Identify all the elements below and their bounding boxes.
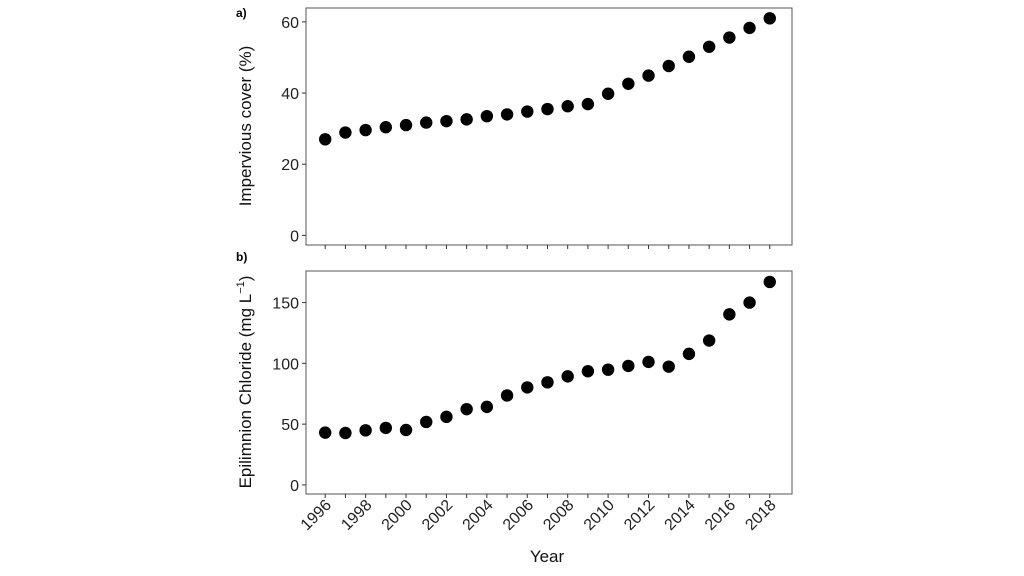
panel-a-data-point [500, 108, 514, 121]
panel-b-data-point [399, 423, 413, 437]
panel-b-x-tick-label: 2002 [419, 497, 456, 534]
panel-a-plot-frame [305, 7, 793, 246]
panel-a-data-point [359, 123, 372, 137]
panel-a-data-point [339, 126, 352, 139]
panel-b-y-axis-title-sup: −1 [235, 281, 247, 294]
panel-a-y-axis-title: Impervious cover (%) [236, 46, 255, 207]
panel-b-x-tick-label: 1996 [298, 497, 335, 534]
panel-b-data-point [379, 421, 393, 435]
panel-a-data-point [702, 40, 716, 53]
panel-b-data-point [500, 389, 514, 402]
panel-a-data-point [440, 114, 453, 128]
panel-b-x-tick-label: 2004 [459, 497, 496, 534]
panel-a-y-tick-label: 40 [281, 86, 299, 103]
panel-b-data-point [480, 400, 494, 414]
panel-b-y-tick-label: 150 [272, 296, 299, 313]
panel-b-data-point [561, 370, 574, 383]
panel-b-x-tick-label: 2000 [379, 497, 416, 534]
panel-b-x-tick-label: 2008 [540, 497, 577, 534]
panel-a-label: a) [236, 6, 247, 20]
panel-b-data-point [440, 410, 453, 424]
panel-b-x-tick-label: 2016 [702, 497, 739, 534]
panel-a-y-tick-label: 0 [290, 228, 299, 245]
panel-a-data-point [662, 59, 675, 73]
panel-a-data-point [601, 87, 615, 100]
panel-a-data-point [480, 109, 494, 123]
panel-a-data-point [561, 100, 574, 113]
panel-b-data-point [339, 426, 352, 440]
panel-b-x-tick-label: 2006 [500, 497, 537, 534]
panel-b-data-point [601, 363, 615, 376]
panel-a-data-point [763, 12, 776, 25]
panel-b-data-point [723, 308, 736, 321]
panel-b-data-point [581, 365, 595, 378]
panel-b-data-point [702, 334, 716, 347]
panel-a-y-tick-label: 60 [281, 15, 299, 32]
panel-b-data-point [763, 275, 776, 289]
panel-b-y-tick-label: 100 [272, 356, 299, 373]
panel-b-data-point [359, 424, 372, 437]
panel-a-data-point [581, 97, 595, 111]
panel-a-data-point [682, 50, 696, 63]
x-axis-title: Year [530, 547, 565, 566]
panel-b-y-axis-title-close: ) [236, 276, 255, 282]
panel-b-y-tick-label: 0 [290, 478, 299, 495]
panel-b-data-point [541, 376, 554, 389]
panel-a-data-point [642, 69, 655, 82]
panel-b-y-axis-title: Epilimnion Chloride (mg L−1) [235, 276, 255, 489]
panel-b-x-tick-label: 2010 [581, 497, 618, 534]
panel-b-data-point [318, 426, 332, 439]
panel-a-data-point [460, 113, 473, 126]
panel-b-data-point [743, 296, 756, 309]
panel-a-data-point [399, 118, 413, 132]
panels: 0 20 40 60 0 50 100 150 1996 1998 2000 2002 2004 2006… [272, 7, 793, 534]
panel-a-data-point [723, 31, 736, 44]
panel-b-data-point [642, 355, 655, 369]
panel-a-y-tick-label: 20 [281, 157, 299, 174]
panel-b-data-point [521, 381, 534, 394]
panel-b-label: b) [236, 250, 247, 264]
panel-b-data-point [622, 359, 635, 373]
panel-b-y-tick-label: 50 [281, 417, 299, 434]
panel-b-data-point [460, 402, 473, 416]
panel-b-x-tick-label: 2018 [742, 497, 779, 534]
panel-a-data-point [541, 102, 554, 116]
panel-a-data-point [521, 105, 534, 118]
panel-b-x-tick-label: 2014 [662, 497, 699, 534]
panel-b-plot-frame [305, 270, 793, 495]
panel-a-data-point [318, 133, 332, 146]
panel-b-x-tick-label: 1998 [338, 497, 375, 534]
panel-a-data-point [420, 116, 433, 129]
panel-b-y-axis-title-main: Epilimnion Chloride (mg L [236, 294, 255, 489]
panel-b-data-point [420, 415, 433, 429]
panel-b-data-point [662, 360, 675, 373]
panel-b-x-tick-label: 2012 [621, 497, 658, 534]
panel-a-data-point [622, 77, 635, 90]
panel-a-data-point [743, 21, 756, 35]
panel-a-data-point [379, 121, 393, 134]
panel-b-data-point [682, 347, 696, 361]
